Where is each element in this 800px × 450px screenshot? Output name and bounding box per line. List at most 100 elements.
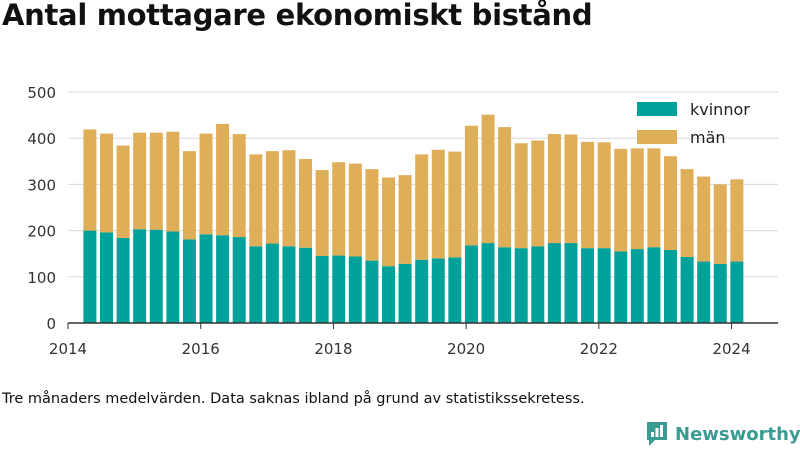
bar-kvinnor [83, 230, 97, 323]
bar-man [232, 134, 246, 238]
bar-man [182, 151, 196, 240]
bar-kvinnor [99, 232, 113, 323]
bar-man [315, 170, 329, 257]
legend: kvinnor män [637, 100, 750, 147]
bar-kvinnor [315, 256, 329, 323]
bar-man [365, 169, 379, 261]
bar-man [730, 179, 744, 262]
bar-man [498, 127, 512, 248]
brand-name: Newsworthy [675, 423, 800, 445]
bar-kvinnor [697, 261, 711, 323]
y-tick-label: 100 [27, 269, 56, 287]
x-tick-label: 2024 [712, 340, 750, 358]
bar-kvinnor [332, 255, 346, 323]
y-tick-label: 400 [27, 130, 56, 148]
bar-man [547, 134, 561, 244]
bar-kvinnor [531, 246, 545, 323]
bar-kvinnor [448, 257, 462, 323]
bar-kvinnor [149, 229, 163, 323]
bar-man [531, 140, 545, 247]
bar-kvinnor [514, 248, 528, 323]
bar-man [381, 177, 395, 267]
bar-man [133, 132, 147, 230]
bar-man [431, 149, 445, 259]
bar-kvinnor [232, 237, 246, 323]
bar-kvinnor [398, 263, 412, 323]
bar-man [630, 148, 644, 250]
y-tick-label: 300 [27, 176, 56, 194]
bar-man [581, 141, 595, 249]
y-axis-ticks: 0 100 200 300 400 500 [27, 84, 56, 333]
bar-man [514, 143, 528, 249]
bar-man [99, 133, 113, 233]
bar-man [299, 158, 313, 248]
bar-kvinnor [265, 243, 279, 323]
bar-kvinnor [381, 266, 395, 323]
bar-man [265, 151, 279, 244]
bar-kvinnor [730, 261, 744, 323]
bar-man [332, 162, 346, 256]
bar-kvinnor [581, 248, 595, 323]
bar-kvinnor [166, 231, 180, 323]
bar-kvinnor [116, 237, 130, 323]
bar-kvinnor [564, 243, 578, 323]
bar-kvinnor [630, 249, 644, 323]
bar-kvinnor [182, 239, 196, 323]
bar-man [149, 132, 163, 230]
bar-man [249, 154, 263, 247]
brand[interactable]: Newsworthy [645, 420, 800, 448]
bar-kvinnor [249, 246, 263, 323]
bar-man [664, 156, 678, 251]
bar-kvinnor [348, 256, 362, 323]
bar-kvinnor [299, 247, 313, 323]
bar-man [647, 148, 661, 248]
x-axis: 2014 2016 2018 2020 2022 2024 [49, 322, 778, 358]
bar-man [199, 133, 213, 235]
y-tick-label: 500 [27, 84, 56, 102]
bar-kvinnor [199, 234, 213, 323]
legend-swatch [637, 130, 677, 144]
stacked-bar-chart: 0 100 200 300 400 500 2014 2016 2018 2020 2022 202… [27, 84, 778, 358]
bar-man [166, 131, 180, 232]
bar-man [464, 125, 478, 246]
bar-kvinnor [282, 246, 296, 323]
legend-swatch [637, 102, 677, 116]
bar-man [448, 151, 462, 258]
bar-man [713, 184, 727, 264]
chart-title: Antal mottagare ekonomiskt bistånd [2, 0, 593, 32]
bar-kvinnor [481, 243, 495, 323]
bar-man [83, 129, 97, 231]
legend-label: män [690, 128, 726, 147]
bar-kvinnor [133, 229, 147, 323]
x-tick-label: 2022 [580, 340, 618, 358]
footnote: Tre månaders medelvärden. Data saknas ib… [2, 391, 585, 407]
bar-kvinnor [464, 245, 478, 323]
x-tick-label: 2018 [314, 340, 352, 358]
bars [83, 114, 744, 323]
y-tick-label: 200 [27, 223, 56, 241]
bar-kvinnor [415, 259, 429, 323]
bar-kvinnor [365, 260, 379, 323]
bar-man [697, 176, 711, 262]
x-tick-label: 2020 [447, 340, 485, 358]
legend-label: kvinnor [690, 100, 750, 119]
bar-kvinnor [614, 251, 628, 323]
bar-kvinnor [597, 248, 611, 323]
bar-kvinnor [713, 263, 727, 323]
bar-man [614, 148, 628, 252]
bar-kvinnor [431, 258, 445, 323]
bar-man [680, 169, 694, 257]
newsworthy-logo-icon [647, 422, 667, 446]
bar-man [348, 163, 362, 257]
bar-man [282, 150, 296, 247]
bar-kvinnor [498, 247, 512, 323]
bar-kvinnor [647, 247, 661, 323]
bar-man [481, 114, 495, 244]
x-tick-label: 2014 [49, 340, 87, 358]
bar-man [564, 134, 578, 244]
x-tick-label: 2016 [182, 340, 220, 358]
bar-man [116, 145, 130, 238]
bar-man [216, 123, 230, 236]
bar-kvinnor [216, 235, 230, 323]
bar-kvinnor [680, 256, 694, 323]
